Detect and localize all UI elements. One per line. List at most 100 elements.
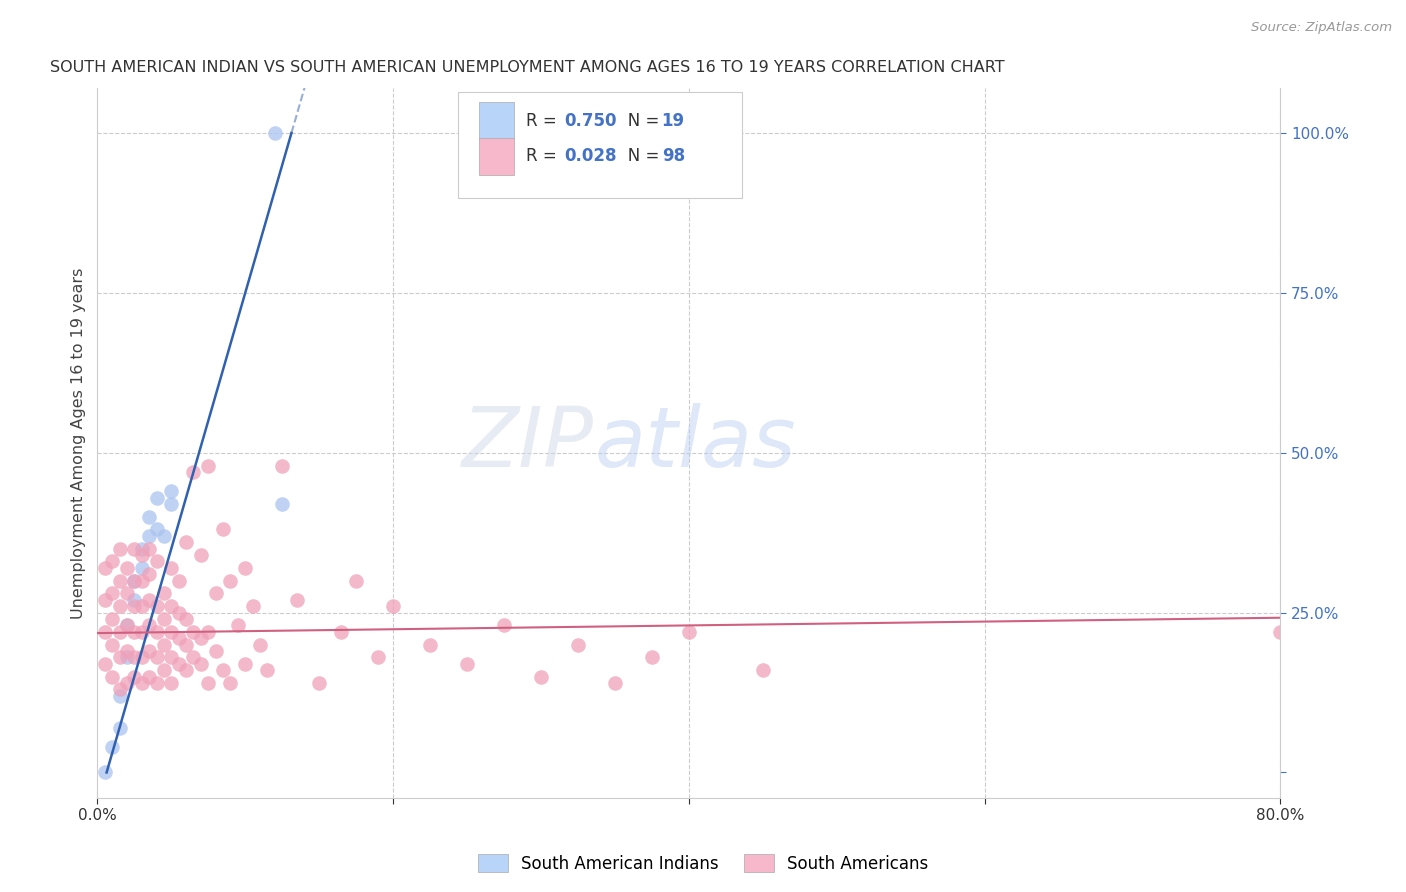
Point xyxy=(344,574,367,588)
Point xyxy=(382,599,405,614)
Point xyxy=(153,612,176,626)
Point xyxy=(233,561,256,575)
Point xyxy=(160,561,183,575)
Point xyxy=(138,618,160,632)
Point xyxy=(174,612,197,626)
Point xyxy=(145,599,167,614)
Point xyxy=(226,618,249,632)
Point xyxy=(190,548,212,562)
Point xyxy=(219,574,242,588)
Point xyxy=(641,650,664,665)
Point xyxy=(419,638,441,652)
Point xyxy=(93,624,115,639)
Point xyxy=(603,676,626,690)
Point xyxy=(115,561,138,575)
Point xyxy=(108,624,131,639)
Point xyxy=(1270,624,1292,639)
Point xyxy=(256,663,278,677)
Point xyxy=(167,657,190,671)
Point xyxy=(124,650,146,665)
Point xyxy=(138,592,160,607)
Point xyxy=(108,721,131,735)
FancyBboxPatch shape xyxy=(479,138,513,175)
Point xyxy=(167,574,190,588)
Point xyxy=(138,509,160,524)
Point xyxy=(115,676,138,690)
Point xyxy=(108,682,131,697)
Point xyxy=(124,669,146,683)
Text: atlas: atlas xyxy=(595,402,796,483)
Point xyxy=(456,657,478,671)
Point xyxy=(330,624,353,639)
Point xyxy=(160,484,183,499)
Point xyxy=(93,765,115,780)
Point xyxy=(153,663,176,677)
Point xyxy=(160,650,183,665)
Point xyxy=(219,676,242,690)
Point xyxy=(108,541,131,556)
Point xyxy=(167,631,190,645)
Point xyxy=(567,638,589,652)
Point xyxy=(153,586,176,600)
Point xyxy=(183,624,205,639)
Point xyxy=(308,676,330,690)
Point xyxy=(115,618,138,632)
Point xyxy=(678,624,700,639)
Point xyxy=(153,529,176,543)
Point xyxy=(131,561,153,575)
Point xyxy=(124,624,146,639)
Text: 98: 98 xyxy=(662,147,685,165)
Point xyxy=(101,554,124,568)
Point xyxy=(285,592,308,607)
Point xyxy=(101,586,124,600)
Point xyxy=(138,644,160,658)
Point xyxy=(115,650,138,665)
Point xyxy=(190,631,212,645)
Point xyxy=(93,657,115,671)
Point xyxy=(530,669,553,683)
Point xyxy=(101,612,124,626)
Point xyxy=(93,561,115,575)
Point xyxy=(145,491,167,505)
Legend: South American Indians, South Americans: South American Indians, South Americans xyxy=(471,847,935,880)
Point xyxy=(145,523,167,537)
Point xyxy=(190,657,212,671)
Point xyxy=(124,541,146,556)
Text: 0.028: 0.028 xyxy=(565,147,617,165)
Point xyxy=(271,458,294,473)
Point xyxy=(115,586,138,600)
Point xyxy=(138,541,160,556)
Point xyxy=(124,592,146,607)
Point xyxy=(145,650,167,665)
Point xyxy=(183,650,205,665)
Text: ZIP: ZIP xyxy=(463,402,595,483)
Text: R =: R = xyxy=(526,112,561,130)
Point xyxy=(93,592,115,607)
Point xyxy=(131,548,153,562)
Point xyxy=(752,663,775,677)
Point xyxy=(101,739,124,754)
Point xyxy=(115,618,138,632)
FancyBboxPatch shape xyxy=(458,92,742,198)
Y-axis label: Unemployment Among Ages 16 to 19 years: Unemployment Among Ages 16 to 19 years xyxy=(72,268,86,619)
Point xyxy=(131,574,153,588)
Point xyxy=(204,644,226,658)
Point xyxy=(108,574,131,588)
Point xyxy=(271,497,294,511)
Point xyxy=(197,458,219,473)
Point xyxy=(138,669,160,683)
Point xyxy=(174,663,197,677)
Point xyxy=(108,650,131,665)
Text: R =: R = xyxy=(526,147,561,165)
Point xyxy=(197,676,219,690)
Point xyxy=(138,567,160,582)
Point xyxy=(124,574,146,588)
Point xyxy=(197,624,219,639)
Point xyxy=(167,606,190,620)
Point xyxy=(242,599,264,614)
Point xyxy=(263,126,285,140)
Point xyxy=(124,574,146,588)
Point xyxy=(131,599,153,614)
Point xyxy=(108,689,131,703)
Point xyxy=(160,497,183,511)
